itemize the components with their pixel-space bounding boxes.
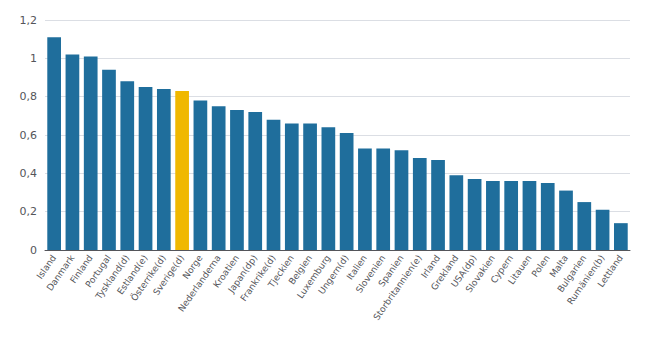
svg-text:Nederlanderna: Nederlanderna <box>176 253 223 314</box>
svg-text:USA(dp): USA(dp) <box>449 253 479 290</box>
svg-text:Frankrike(d): Frankrike(d) <box>238 253 278 304</box>
svg-text:Japan(dp): Japan(dp) <box>226 253 260 295</box>
svg-text:Malta: Malta <box>547 253 571 280</box>
svg-text:Cypern: Cypern <box>488 253 516 286</box>
svg-text:Grekland: Grekland <box>428 253 461 293</box>
svg-text:Danmark: Danmark <box>44 253 77 293</box>
svg-text:Slovenien: Slovenien <box>353 253 388 295</box>
svg-text:0,6: 0,6 <box>20 129 38 142</box>
svg-text:Sverige(d): Sverige(d) <box>151 253 187 298</box>
svg-text:Polen: Polen <box>529 253 552 279</box>
svg-text:0,2: 0,2 <box>20 205 38 218</box>
svg-text:Rumänien(b): Rumänien(b) <box>565 253 607 307</box>
svg-text:Österrike(d): Österrike(d) <box>128 253 168 303</box>
svg-text:Litauen: Litauen <box>506 253 533 286</box>
svg-text:0,4: 0,4 <box>20 167 38 180</box>
svg-text:Belgien: Belgien <box>286 253 315 287</box>
svg-text:Tjeckien: Tjeckien <box>266 253 296 290</box>
svg-text:Portugal: Portugal <box>83 253 114 290</box>
svg-text:Kroatien: Kroatien <box>211 253 241 290</box>
svg-text:Island: Island <box>34 253 59 281</box>
svg-text:Ungern(d): Ungern(d) <box>316 253 351 297</box>
svg-text:Italien: Italien <box>344 253 369 282</box>
svg-text:0: 0 <box>30 244 37 257</box>
svg-text:Luxemburg: Luxemburg <box>295 253 333 301</box>
svg-text:Norge: Norge <box>180 253 205 281</box>
svg-text:Slovakien: Slovakien <box>463 253 497 295</box>
svg-text:Bulgarien: Bulgarien <box>555 253 589 295</box>
svg-text:Finland: Finland <box>68 253 95 286</box>
svg-text:Estland(e): Estland(e) <box>115 253 150 297</box>
svg-text:Tyskland(d): Tyskland(d) <box>93 253 132 301</box>
svg-text:1,2: 1,2 <box>20 14 38 27</box>
svg-text:Spanien: Spanien <box>376 253 406 289</box>
svg-text:Lettland: Lettland <box>596 253 625 289</box>
svg-text:0,8: 0,8 <box>20 90 38 103</box>
svg-text:1: 1 <box>30 52 37 65</box>
svg-text:Storbritannien(e): Storbritannien(e) <box>371 253 423 322</box>
svg-text:Irland: Irland <box>419 253 443 280</box>
